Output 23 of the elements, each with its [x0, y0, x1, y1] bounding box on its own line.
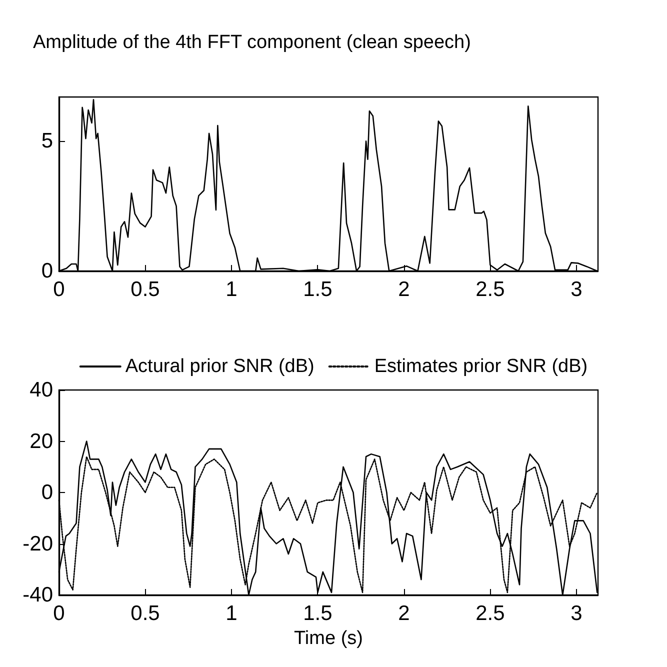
- y-tick-label: 0: [41, 481, 53, 504]
- y-tick-label: -40: [22, 584, 53, 606]
- x-tick-label: 3: [570, 602, 582, 625]
- x-axis-title: Time (s): [294, 628, 363, 649]
- x-tick-label: 2.5: [476, 278, 505, 301]
- x-tick-label: 0.5: [130, 278, 160, 301]
- x-tick-label: 0.5: [130, 602, 160, 625]
- x-tick-label: 1: [226, 278, 238, 301]
- x-tick-label: 3: [570, 278, 582, 301]
- y-tick-label: 20: [30, 430, 53, 453]
- legend-label: Actural prior SNR (dB): [125, 356, 314, 377]
- y-tick-label: 5: [41, 130, 53, 153]
- y-tick-label: 0: [41, 260, 53, 282]
- x-tick-label: 1.5: [303, 278, 332, 301]
- x-tick-label: 2: [398, 278, 410, 301]
- x-tick-label: 1: [226, 602, 238, 625]
- x-tick-label: 2: [398, 602, 410, 625]
- chart-title: Amplitude of the 4th FFT component (clean speech): [33, 32, 471, 53]
- x-tick-label: 1.5: [303, 602, 332, 625]
- x-tick-label: 2.5: [476, 602, 505, 625]
- y-tick-label: -20: [22, 532, 53, 556]
- legend-label: Estimates prior SNR (dB): [374, 356, 588, 377]
- y-tick-label: 40: [30, 378, 53, 402]
